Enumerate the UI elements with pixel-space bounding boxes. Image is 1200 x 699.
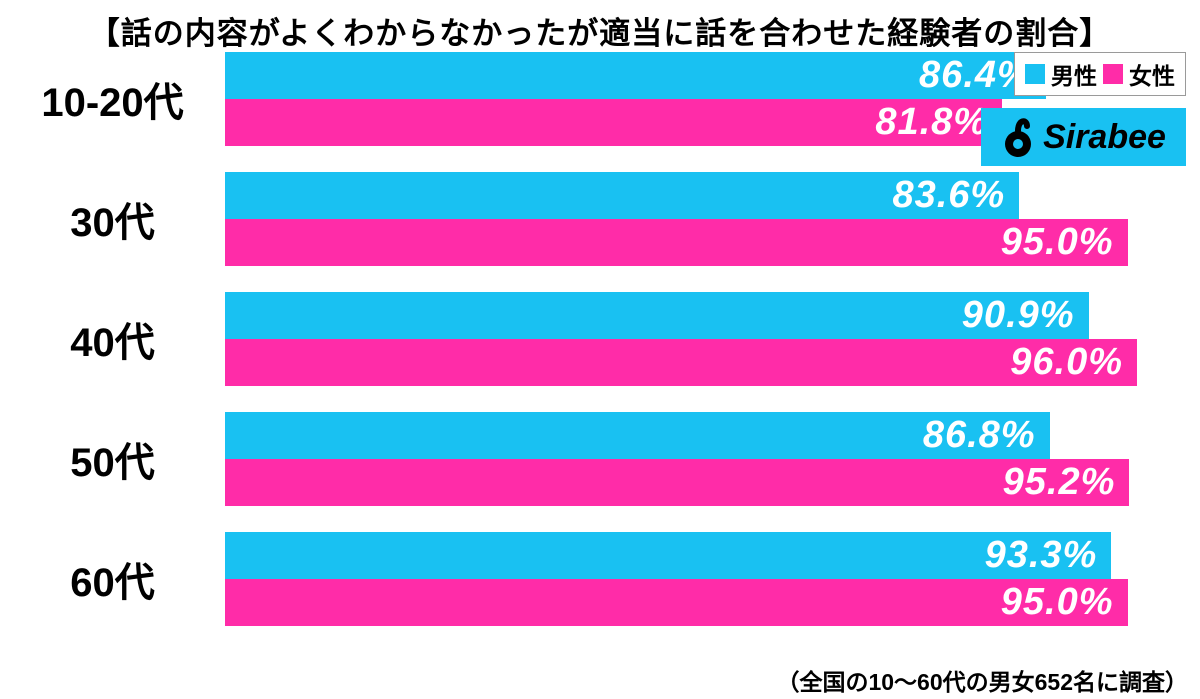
bar-value-label: 90.9% xyxy=(962,294,1075,337)
bar-value-label: 95.2% xyxy=(1003,461,1116,504)
bar: 95.2% xyxy=(225,459,1129,506)
bar-value-label: 95.0% xyxy=(1001,221,1114,264)
brand-logo-icon xyxy=(1001,116,1035,158)
bar-female: 96.0% xyxy=(225,339,1137,386)
category-label: 40代 xyxy=(0,310,225,368)
bar-value-label: 81.8% xyxy=(875,101,988,144)
bar-male: 86.8% xyxy=(225,412,1050,459)
bar-female: 81.8% xyxy=(225,99,1002,146)
bar-male: 86.4% xyxy=(225,52,1046,99)
bar-female: 95.2% xyxy=(225,459,1129,506)
bar-value-label: 95.0% xyxy=(1001,581,1114,624)
legend-swatch-male xyxy=(1025,64,1045,84)
legend: 男性 女性 xyxy=(1014,52,1186,96)
bar-value-label: 96.0% xyxy=(1010,341,1123,384)
bar: 83.6% xyxy=(225,172,1019,219)
legend-swatch-female xyxy=(1103,64,1123,84)
bar-group: 40代 90.9%96.0% xyxy=(0,292,1200,386)
category-label: 50代 xyxy=(0,430,225,488)
brand-name: Sirabee xyxy=(1043,118,1166,157)
bar-value-label: 93.3% xyxy=(985,534,1098,577)
bar-male: 90.9% xyxy=(225,292,1089,339)
bar-male: 83.6% xyxy=(225,172,1019,219)
bar-male: 93.3% xyxy=(225,532,1111,579)
bar: 86.4% xyxy=(225,52,1046,99)
bar: 96.0% xyxy=(225,339,1137,386)
category-label: 60代 xyxy=(0,550,225,608)
footnote: （全国の10～60代の男女652名に調査） xyxy=(776,663,1188,697)
bar-value-label: 86.8% xyxy=(923,414,1036,457)
bar: 95.0% xyxy=(225,219,1128,266)
bar: 81.8% xyxy=(225,99,1002,146)
bar-female: 95.0% xyxy=(225,219,1128,266)
bar: 86.8% xyxy=(225,412,1050,459)
chart-title: 【話の内容がよくわからなかったが適当に話を合わせた経験者の割合】 xyxy=(0,0,1200,53)
brand-badge: Sirabee xyxy=(981,108,1186,166)
legend-label-female: 女性 xyxy=(1129,57,1175,91)
bar-group: 30代 83.6%95.0% xyxy=(0,172,1200,266)
bar: 90.9% xyxy=(225,292,1089,339)
category-label: 30代 xyxy=(0,190,225,248)
bar: 95.0% xyxy=(225,579,1128,626)
bar: 93.3% xyxy=(225,532,1111,579)
bar-group: 50代 86.8%95.2% xyxy=(0,412,1200,506)
bar-female: 95.0% xyxy=(225,579,1128,626)
bar-value-label: 83.6% xyxy=(892,174,1005,217)
legend-label-male: 男性 xyxy=(1051,57,1097,91)
bar-group: 60代 93.3%95.0% xyxy=(0,532,1200,626)
category-label: 10-20代 xyxy=(0,70,225,128)
